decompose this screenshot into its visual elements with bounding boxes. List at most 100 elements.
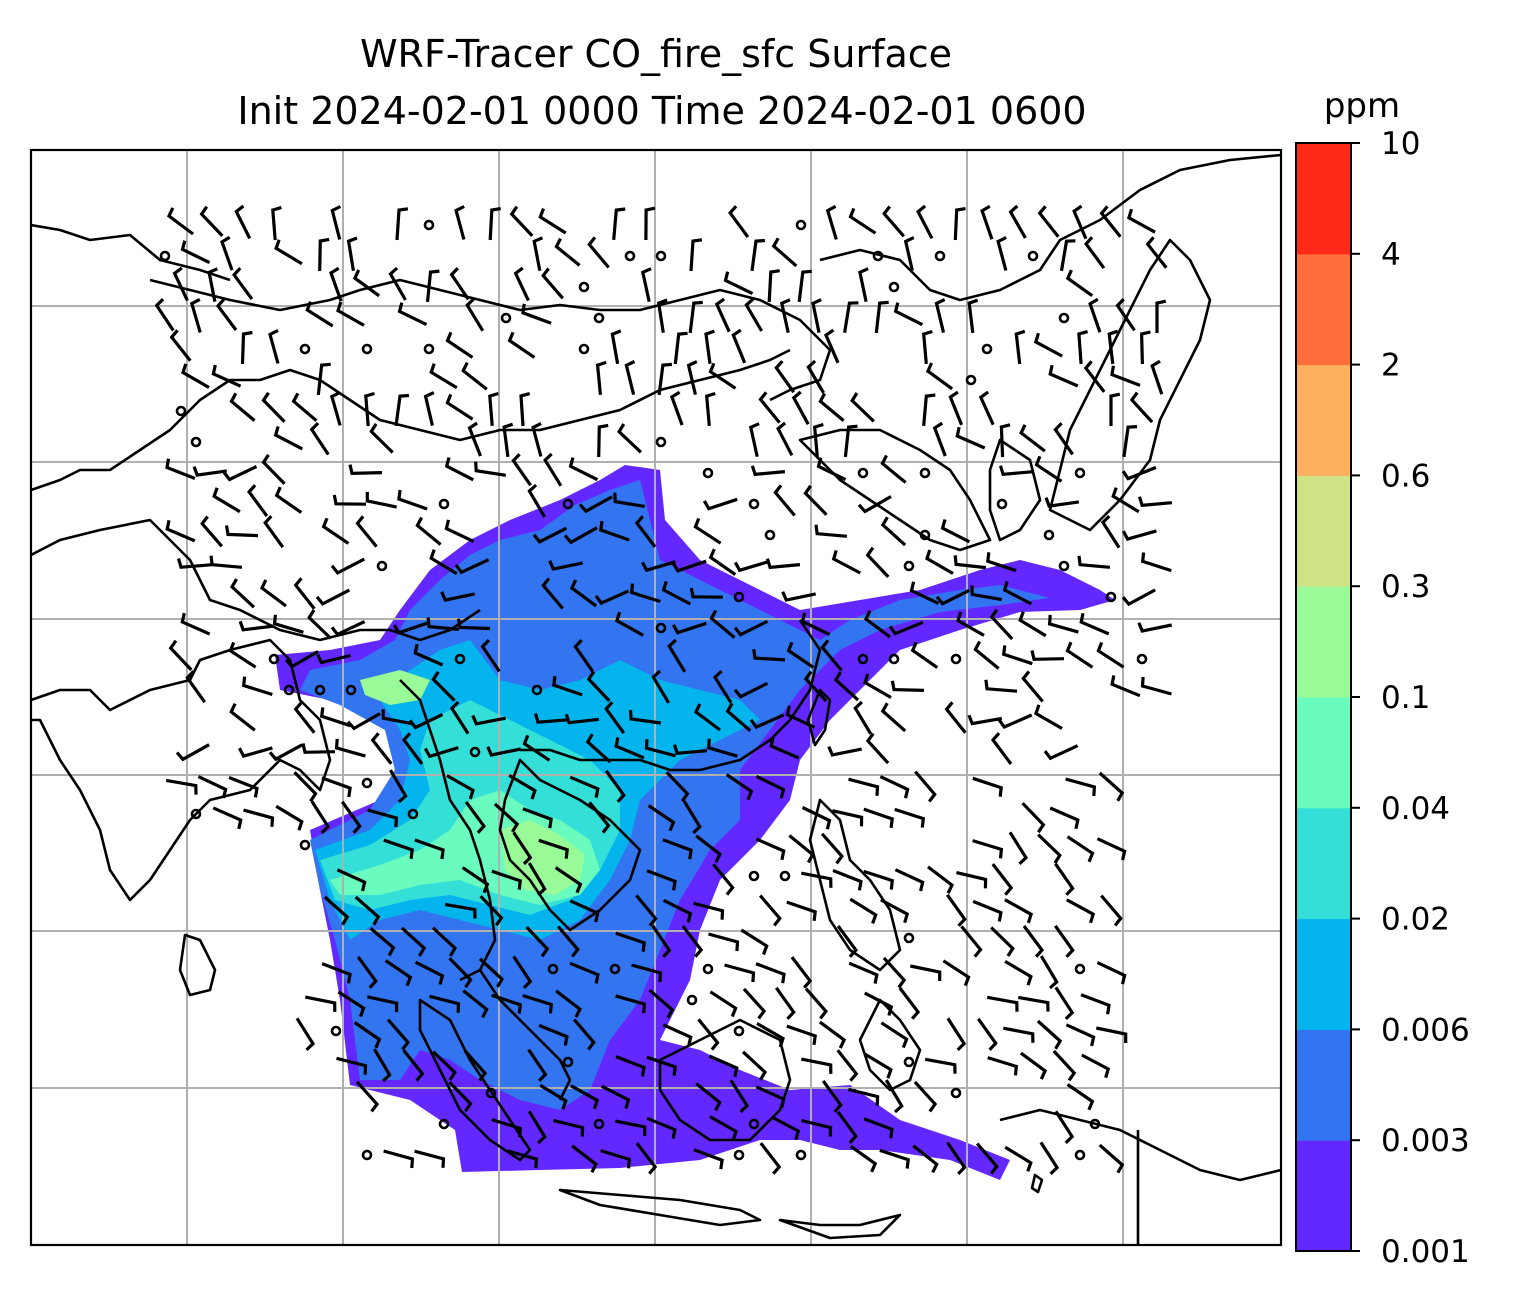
wind-barbs	[154, 204, 1173, 1176]
wind-barb	[304, 995, 337, 1012]
wind-barb	[461, 361, 488, 391]
wind-barb	[321, 776, 352, 798]
wind-barb	[570, 1084, 600, 1110]
wind-barb	[1034, 455, 1063, 483]
calm-wind-marker	[857, 467, 869, 479]
wind-barb	[1079, 612, 1110, 636]
wind-barb	[334, 738, 366, 758]
wind-barb	[801, 806, 832, 830]
wind-barb	[709, 609, 736, 639]
wind-barb	[493, 802, 520, 833]
wind-barb	[200, 515, 224, 548]
wind-barb	[464, 800, 486, 834]
wind-barb	[831, 549, 862, 575]
calm-wind-marker	[996, 498, 1008, 510]
wind-barb	[541, 267, 565, 300]
wind-barb	[1066, 898, 1096, 924]
wind-barb	[695, 834, 722, 864]
calm-wind-marker	[888, 281, 900, 293]
plume-level-0.1b	[360, 670, 430, 705]
wind-barb	[1047, 614, 1079, 634]
wind-barb	[329, 266, 343, 302]
wind-barb	[744, 297, 763, 332]
wind-barb	[615, 931, 646, 952]
wind-barb	[629, 583, 661, 604]
wind-barb	[513, 266, 530, 302]
calm-wind-marker	[655, 250, 667, 262]
wind-barb	[967, 714, 1003, 726]
wind-barb	[708, 1054, 739, 1078]
wind-barb	[189, 297, 202, 333]
wind-barb	[271, 205, 282, 241]
wind-barb	[824, 328, 840, 364]
wind-barb	[888, 620, 924, 636]
wind-barb	[912, 1144, 939, 1174]
wind-barb	[1030, 650, 1065, 661]
wind-barb	[539, 1083, 568, 1110]
wind-barb	[1081, 1053, 1111, 1079]
wind-barb	[986, 552, 1017, 573]
calm-wind-marker	[1043, 529, 1055, 541]
wind-barb	[614, 737, 645, 760]
wind-barb	[1065, 1023, 1096, 1047]
wind-barb	[785, 705, 816, 729]
wind-barb	[356, 955, 378, 989]
wind-barb	[502, 422, 514, 458]
wind-barb	[319, 707, 351, 728]
wind-barb	[1109, 392, 1121, 426]
wind-barb	[972, 776, 1003, 797]
wind-barb	[628, 709, 662, 725]
wind-barb	[448, 957, 473, 989]
wind-barb	[533, 713, 569, 724]
wind-barb	[731, 328, 747, 364]
wind-barb	[755, 837, 786, 861]
wind-barb	[1121, 529, 1157, 541]
wind-barb	[330, 620, 366, 637]
wind-barb	[863, 610, 891, 639]
wind-barb	[657, 362, 673, 396]
wind-barb	[706, 738, 738, 758]
wind-barb	[945, 893, 967, 927]
wind-barb	[340, 800, 362, 834]
wind-barb	[672, 744, 708, 756]
wind-barb	[820, 832, 844, 865]
wind-barb	[315, 588, 351, 606]
colorbar-tick-label: 10	[1381, 126, 1420, 162]
wind-barb	[224, 525, 259, 538]
wind-barb	[448, 1081, 473, 1113]
wind-barb	[765, 558, 801, 570]
wind-barb	[323, 895, 350, 926]
wind-barb	[479, 895, 504, 927]
wind-barb	[511, 453, 532, 487]
calm-wind-marker	[438, 498, 450, 510]
wind-barb	[1150, 359, 1164, 395]
wind-barb	[348, 464, 383, 476]
wind-barb	[803, 670, 828, 703]
wind-barb	[563, 526, 598, 545]
wind-barb	[712, 863, 735, 896]
calm-wind-marker	[733, 1149, 745, 1161]
wind-barb	[508, 774, 537, 800]
wind-barb	[522, 734, 551, 762]
calm-wind-marker	[655, 436, 667, 448]
wind-barb	[1022, 925, 1045, 958]
wind-barb	[383, 1149, 415, 1169]
wind-barb	[733, 619, 769, 637]
wind-barb	[532, 236, 544, 271]
wind-barb	[689, 587, 724, 599]
chart-title-line2: Init 2024-02-01 0000 Time 2024-02-01 060…	[237, 89, 1086, 133]
plume-level-0.1	[500, 820, 585, 895]
wind-barb	[309, 421, 330, 456]
calm-wind-marker	[1058, 312, 1070, 324]
wind-barb	[1110, 675, 1141, 698]
wind-barb	[978, 390, 995, 426]
wind-barb	[774, 360, 796, 394]
wind-barb	[848, 207, 877, 235]
colorbar-segment	[1296, 1029, 1351, 1141]
wind-barb	[209, 555, 243, 569]
wind-barb	[651, 669, 671, 704]
wind-barb	[740, 928, 769, 956]
wind-barb	[1121, 465, 1157, 481]
wind-barb	[935, 588, 971, 606]
wind-barb	[662, 898, 693, 923]
